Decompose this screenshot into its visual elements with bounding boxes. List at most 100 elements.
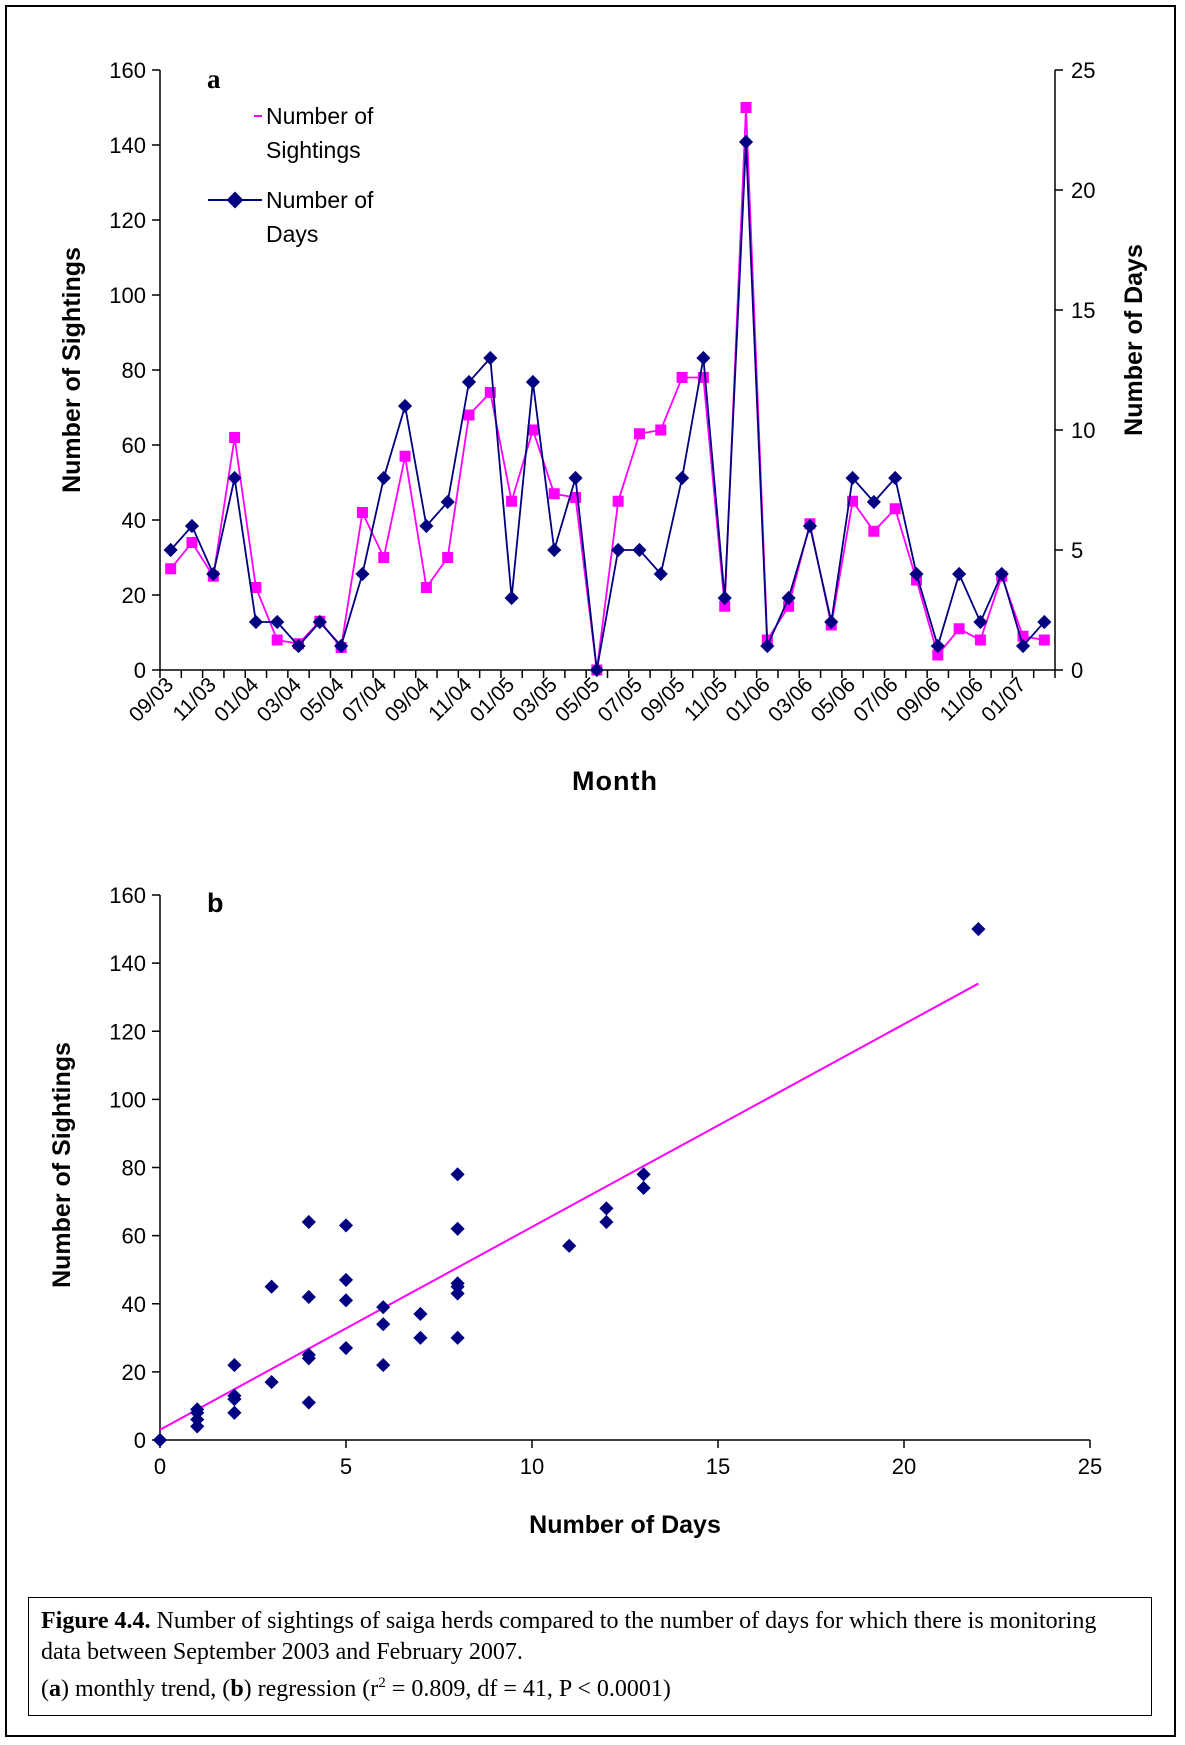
a-x-tick-label: 07/06 bbox=[849, 673, 902, 726]
b-x-tick-label: 25 bbox=[1078, 1454, 1102, 1479]
regression-line bbox=[159, 982, 979, 1431]
b-x-tick-label: 5 bbox=[340, 1454, 352, 1479]
days-point bbox=[717, 590, 732, 606]
scatter-point bbox=[264, 1279, 279, 1294]
a-x-tick-label: 01/04 bbox=[210, 673, 264, 727]
a-y2-tick-label: 25 bbox=[1071, 58, 1095, 83]
sightings-point bbox=[719, 600, 731, 612]
a-x-tick-label: 09/06 bbox=[892, 673, 945, 726]
b-y-axis-label: Number of Sightings bbox=[48, 1042, 76, 1288]
days-point bbox=[909, 566, 924, 582]
scatter-point bbox=[599, 1214, 614, 1230]
sightings-point bbox=[186, 537, 198, 548]
days-point bbox=[930, 638, 945, 654]
legend-sightings-line2: Sightings bbox=[266, 137, 361, 163]
caption-text: Number of sightings of saiga herds compa… bbox=[41, 1608, 1097, 1665]
b-y-tick-label: 140 bbox=[109, 951, 146, 976]
a-x-tick-label: 05/04 bbox=[295, 673, 349, 727]
sightings-point bbox=[953, 623, 965, 635]
a-x-tick-label: 01/07 bbox=[977, 673, 1030, 726]
a-x-tick-label: 05/06 bbox=[807, 673, 860, 726]
a-y2-tick-label: 5 bbox=[1071, 538, 1083, 563]
scatter-point bbox=[450, 1167, 465, 1182]
a-y-tick-label: 160 bbox=[109, 58, 146, 83]
days-point bbox=[632, 542, 647, 558]
days-point bbox=[738, 134, 754, 150]
caption-a-text: ) monthly trend, ( bbox=[61, 1676, 231, 1702]
scatter-point bbox=[301, 1214, 316, 1230]
days-point bbox=[248, 614, 263, 630]
figure-caption: Figure 4.4. Number of sightings of saiga… bbox=[28, 1597, 1152, 1716]
days-point bbox=[397, 398, 413, 414]
sightings-point bbox=[271, 634, 283, 646]
days-point bbox=[270, 614, 285, 630]
chart-b: 0 20 40 60 80 100 120 140 160 0 5 10 15 20 25 b Numbe… bbox=[48, 883, 1102, 1539]
legend-days-line1: Number of bbox=[266, 187, 374, 213]
days-point bbox=[696, 350, 711, 366]
b-y-tick-label: 120 bbox=[109, 1019, 146, 1044]
scatter-point bbox=[227, 1357, 242, 1373]
b-y-tick-label: 80 bbox=[122, 1156, 146, 1181]
a-x-tick-label: 03/05 bbox=[508, 673, 561, 726]
a-y-tick-label: 40 bbox=[122, 508, 146, 533]
b-x-tick-label: 15 bbox=[706, 1454, 730, 1479]
scatter-point bbox=[413, 1330, 428, 1345]
days-point bbox=[1037, 614, 1052, 630]
sightings-point bbox=[229, 432, 241, 443]
days-point bbox=[334, 638, 349, 654]
days-point bbox=[568, 470, 583, 486]
days-point bbox=[461, 374, 477, 390]
a-x-tick-label: 09/04 bbox=[380, 673, 434, 727]
b-x-tick-label: 10 bbox=[520, 1454, 544, 1479]
sightings-point bbox=[847, 495, 859, 507]
sightings-point bbox=[378, 552, 390, 563]
a-y2-tick-label: 20 bbox=[1071, 178, 1095, 203]
scatter-point bbox=[636, 1180, 651, 1196]
days-point bbox=[760, 638, 775, 654]
scatter-point bbox=[227, 1405, 242, 1420]
sightings-point bbox=[527, 424, 539, 436]
days-point bbox=[824, 614, 839, 630]
b-y-tick-label: 60 bbox=[122, 1224, 146, 1249]
caption-b-text: ) regression (r bbox=[243, 1676, 379, 1702]
scatter-point bbox=[301, 1347, 316, 1362]
a-y2-tick-label: 0 bbox=[1071, 658, 1083, 683]
days-point bbox=[504, 590, 519, 606]
a-x-tick-label: 03/04 bbox=[253, 673, 307, 727]
scatter-point bbox=[413, 1306, 428, 1322]
scatter-point bbox=[338, 1340, 354, 1356]
sightings-point bbox=[484, 387, 496, 398]
b-panel-label: b bbox=[207, 888, 224, 918]
scatter-point bbox=[338, 1293, 354, 1308]
a-y2-tick-label: 10 bbox=[1071, 418, 1095, 443]
sightings-point bbox=[655, 424, 667, 436]
scatter-point bbox=[338, 1218, 354, 1233]
sightings-point bbox=[463, 409, 475, 421]
scatter-point bbox=[450, 1276, 465, 1291]
a-y-tick-label: 140 bbox=[109, 133, 146, 158]
caption-line2-open: ( bbox=[41, 1676, 49, 1702]
scatter-point bbox=[376, 1317, 391, 1332]
days-point bbox=[589, 662, 604, 678]
days-point bbox=[653, 566, 668, 582]
days-point bbox=[355, 566, 370, 582]
b-y-tick-label: 0 bbox=[134, 1428, 146, 1453]
a-y-tick-label: 100 bbox=[109, 283, 146, 308]
sightings-point bbox=[740, 102, 752, 113]
days-point bbox=[845, 470, 860, 486]
days-point bbox=[888, 470, 903, 486]
sightings-point bbox=[889, 503, 901, 515]
figure-frame bbox=[5, 5, 1176, 1737]
a-x-tick-label: 05/05 bbox=[551, 673, 604, 726]
scatter-point bbox=[264, 1375, 279, 1390]
sightings-point bbox=[356, 507, 368, 518]
days-point bbox=[781, 590, 796, 606]
a-x-tick-label: 07/04 bbox=[338, 673, 392, 727]
scatter-point bbox=[190, 1402, 205, 1417]
a-x-tick-label: 09/05 bbox=[636, 673, 689, 726]
caption-label: Figure 4.4. bbox=[41, 1608, 151, 1634]
sightings-point bbox=[165, 563, 177, 575]
days-point bbox=[547, 542, 562, 558]
days-point bbox=[227, 470, 242, 486]
